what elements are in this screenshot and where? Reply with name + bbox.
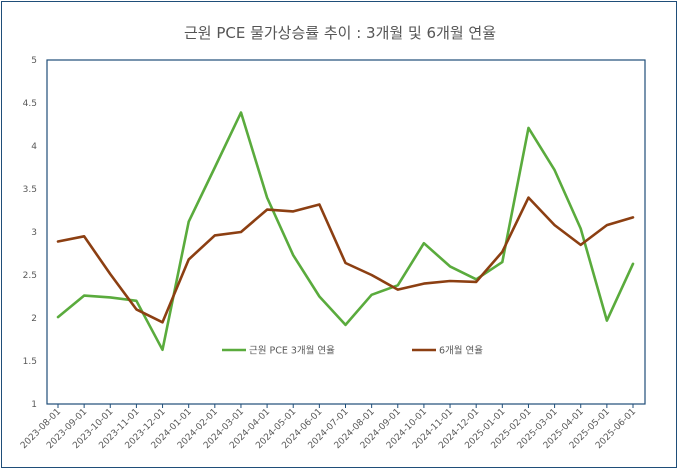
plot-area xyxy=(46,59,646,405)
legend-label-1: 근원 PCE 3개월 연율 xyxy=(249,345,335,357)
x-axis-tick-labels: 2023-08-012023-09-012023-10-012023-11-01… xyxy=(19,404,638,451)
series-lines xyxy=(56,111,635,352)
legend: 근원 PCE 3개월 연율 6개월 연율 xyxy=(222,345,483,357)
y-tick-label: 5 xyxy=(31,56,37,66)
chart-title: 근원 PCE 물가상승률 추이 : 3개월 및 6개월 연율 xyxy=(183,24,497,42)
y-tick-label: 4.5 xyxy=(23,99,37,109)
series-line-2 xyxy=(56,196,635,324)
y-tick-label: 2 xyxy=(31,314,37,324)
y-tick-label: 4 xyxy=(31,142,37,152)
plot-border xyxy=(46,59,646,405)
y-tick-label: 3.5 xyxy=(23,185,37,195)
y-tick-label: 1.5 xyxy=(23,357,37,367)
y-tick-label: 3 xyxy=(31,228,37,238)
legend-label-2: 6개월 연율 xyxy=(439,345,483,357)
y-tick-label: 1 xyxy=(31,400,37,410)
y-axis-tick-labels: 1 1.5 2 2.5 3 3.5 4 4.5 5 xyxy=(23,56,38,410)
series-line-1 xyxy=(56,111,635,352)
y-tick-label: 2.5 xyxy=(23,271,37,281)
